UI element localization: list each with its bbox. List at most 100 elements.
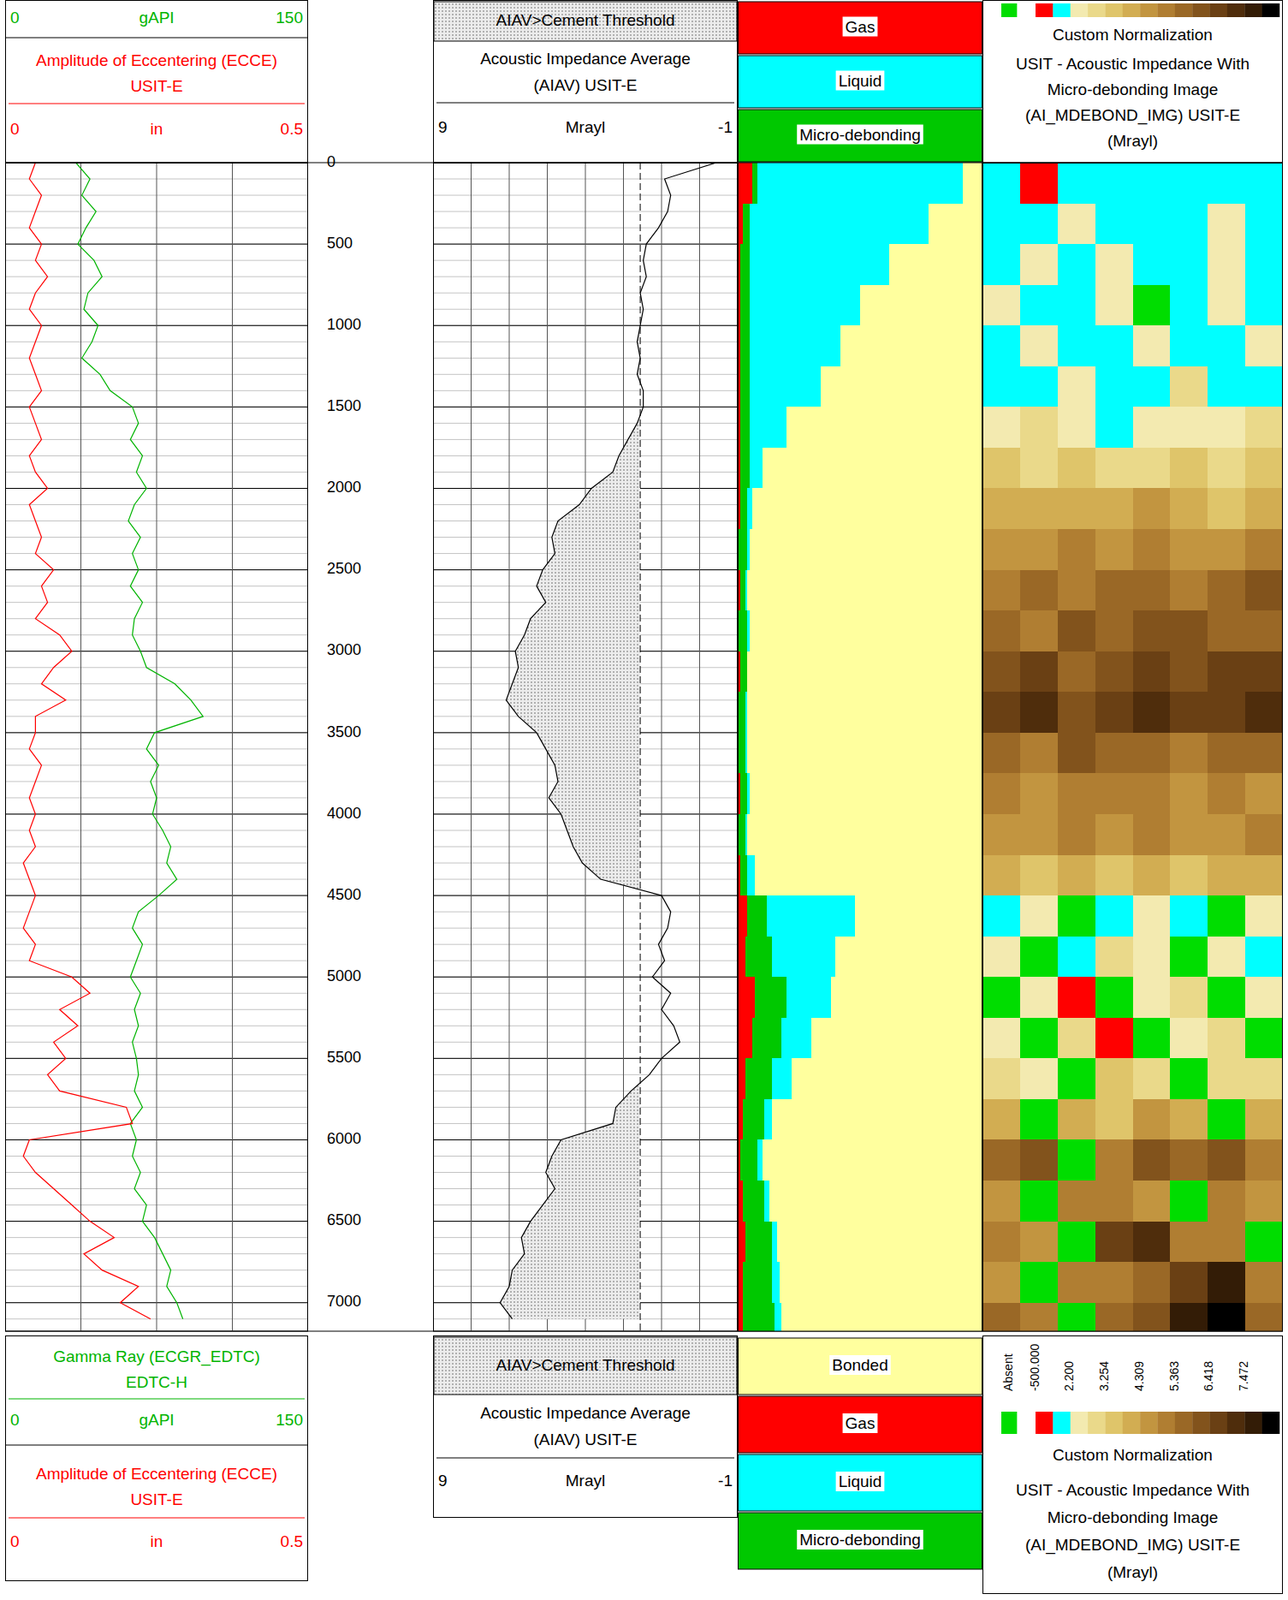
heatmap-cell [1057,1057,1096,1099]
heatmap-cell [1133,610,1171,652]
heatmap-cell [1095,284,1134,327]
class-segment [742,203,751,245]
heatmap-cell [1020,732,1058,774]
heatmap-cell [982,1180,1021,1222]
heatmap-cell [1169,447,1208,489]
heatmap-cell [1095,1302,1134,1331]
heatmap-cell [1020,406,1058,448]
heatmap-cell [1095,651,1134,693]
scale-tick-label: -1 [718,1471,733,1490]
track-title: Gamma Ray (ECGR_EDTC) [53,1347,261,1366]
heatmap-cell [1207,610,1246,652]
class-segment [745,936,772,978]
heatmap-cell [1169,528,1208,570]
heatmap-cell [1133,1139,1171,1181]
heatmap-cell [982,1057,1021,1099]
colorbar-swatch [1122,1411,1141,1434]
depth-label: 3000 [326,641,362,659]
class-segment [840,325,983,367]
heatmap-cell [1169,569,1208,612]
heatmap-cell [1245,976,1283,1018]
class-segment [747,487,753,529]
heatmap-cell [1207,732,1246,774]
heatmap-cell [1133,487,1171,529]
class-segment [754,854,983,897]
track-frame [5,162,309,1331]
class-segment [749,610,983,652]
heatmap-cell [1245,1017,1283,1059]
heatmap-cell [1020,1057,1058,1099]
colorbar-swatch [1070,1411,1089,1434]
heatmap-cell [982,569,1021,612]
heatmap-cell [1169,610,1208,652]
heatmap-cell [1207,243,1246,285]
track-title: Amplitude of Eccentering (ECCE) [35,51,278,70]
depth-label: 5000 [326,967,362,985]
class-segment [737,528,748,570]
class-segment [860,284,983,327]
heatmap-cell [982,366,1021,408]
heatmap-cell [1057,203,1096,245]
class-segment [745,569,748,612]
track-title: Acoustic Impedance Average [480,49,691,68]
scale-tick-label: 150 [275,1410,303,1429]
vertical-grid-line [470,162,472,1331]
bottom-header: Absent-500.0002.2003.2544.3095.3636.4187… [983,1335,1283,1594]
colorbar-swatch [1227,3,1246,18]
legend-swatch [738,1,983,54]
class-segment [742,1098,766,1140]
track-title: (AIAV) USIT-E [533,1430,637,1449]
heatmap-cell [1133,528,1171,570]
heatmap-cell [1095,1098,1134,1140]
class-segment [740,284,750,327]
heatmap-cell [1169,1139,1208,1181]
heatmap-cell [982,325,1021,367]
class-segment [745,813,748,855]
heatmap-cell [982,854,1021,897]
track-title: Micro-debonding Image [1047,80,1219,99]
heatmap-cell [1169,203,1208,245]
scale-tick-label: 0 [10,1531,20,1550]
legend-swatch [738,1454,983,1511]
header-panel [433,1335,738,1518]
heatmap-cell [1095,772,1134,814]
class-segment [745,691,748,733]
heatmap-cell [1133,732,1171,774]
heatmap-cell [1020,610,1058,652]
heatmap-cell [1095,1139,1134,1181]
heatmap-cell [1245,732,1283,774]
heatmap-cell [1095,325,1134,367]
heatmap-cell [1245,406,1283,448]
heatmap-cell [1095,691,1134,733]
heatmap-cell [982,1302,1021,1331]
class-segment [737,610,748,652]
heatmap-cell [1057,1017,1096,1059]
heatmap-cell [1207,772,1246,814]
class-segment [747,651,983,693]
heatmap-cell [1095,1180,1134,1222]
track-title: USIT-E [130,77,183,95]
heatmap-cell [1133,1098,1171,1140]
colorbar-tick-label: -500.000 [1027,1343,1042,1391]
legend-entry: Liquid [836,71,885,91]
header-panel [983,0,1283,164]
heatmap-cell [1245,1139,1283,1181]
heatmap-cell [1169,772,1208,814]
class-segment [737,1017,753,1059]
legend-label-bg [829,1354,891,1375]
colorbar-swatch [1070,3,1089,18]
class-segment [737,813,746,855]
heatmap-cell [1169,1221,1208,1263]
heatmap-cell [982,487,1021,529]
heatmap-cell [1169,1017,1208,1059]
class-segment [749,284,861,327]
heatmap-cell [1169,284,1208,327]
heatmap-cell [1057,936,1096,978]
colorbar-title: Custom Normalization [1052,25,1213,44]
class-segment [740,366,750,408]
heatmap-cell [1207,487,1246,529]
heatmap-cell [1133,813,1171,855]
class-segment [754,976,787,1018]
fill-legend-swatch [433,1336,737,1395]
grid [5,162,309,1331]
